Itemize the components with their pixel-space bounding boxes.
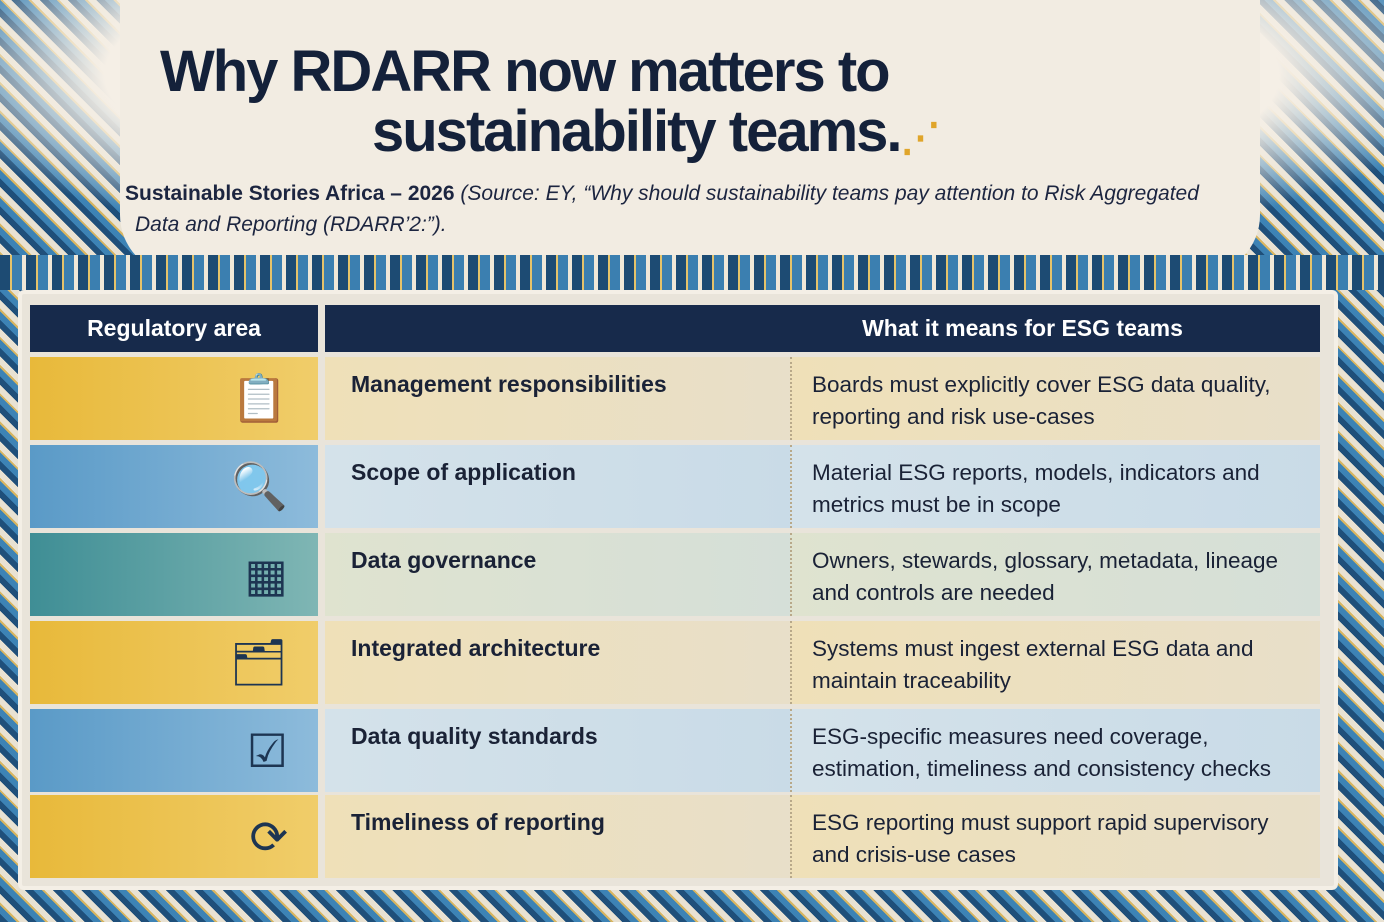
esg-meaning-cell: Material ESG reports, models, indicators… — [792, 445, 1320, 528]
table-row: 📋 Management responsibilities Boards mus… — [30, 357, 1320, 440]
table-row: 🔍 Scope of application Material ESG repo… — [30, 445, 1320, 528]
data-blocks-icon: ▦ — [30, 533, 318, 616]
header-regulatory-area: Regulatory area — [30, 305, 318, 352]
title-line-2: sustainability teams. — [372, 99, 903, 164]
regulatory-area-cell: Scope of application — [325, 445, 792, 528]
esg-meaning-cell: Boards must explicitly cover ESG data qu… — [792, 357, 1320, 440]
esg-meaning-cell: Systems must ingest external ESG data an… — [792, 621, 1320, 704]
regulatory-area-cell: Management responsibilities — [325, 357, 792, 440]
checklist-magnifier-check-icon: ☑ — [30, 709, 318, 792]
page-title: Why RDARR now matters to sustainability … — [160, 39, 941, 168]
regulatory-area-cell: Timeliness of reporting — [325, 795, 792, 878]
table-row: 🗂 Integrated architecture Systems must i… — [30, 621, 1320, 704]
regulatory-area-cell: Data quality standards — [325, 709, 792, 792]
clock-arrow-icon: ⟳ — [30, 795, 318, 878]
decorative-band — [0, 255, 1384, 290]
regulatory-area-cell: Data governance — [325, 533, 792, 616]
title-line-1: Why RDARR now matters to — [160, 39, 891, 104]
sparkle-icon: ⋰ — [900, 116, 941, 160]
table-row: ▦ Data governance Owners, stewards, glos… — [30, 533, 1320, 616]
table-row: ☑ Data quality standards ESG-specific me… — [30, 709, 1320, 792]
clipboard-shield-check-icon: 📋 — [30, 357, 318, 440]
esg-meaning-cell: ESG reporting must support rapid supervi… — [792, 795, 1320, 878]
subtitle-org: Sustainable Stories Africa – 2026 — [125, 182, 455, 205]
esg-meaning-cell: Owners, stewards, glossary, metadata, li… — [792, 533, 1320, 616]
table-row: ⟳ Timeliness of reporting ESG reporting … — [30, 795, 1320, 878]
subtitle-source-cont: Data and Reporting (RDARR’2:”). — [135, 213, 447, 236]
esg-meaning-cell: ESG-specific measures need coverage, est… — [792, 709, 1320, 792]
esg-magnifier-icon: 🔍 — [30, 445, 318, 528]
header-esg-meaning: What it means for ESG teams — [325, 305, 1320, 352]
architecture-documents-icon: 🗂 — [30, 621, 318, 704]
subtitle: Sustainable Stories Africa – 2026 (Sourc… — [125, 178, 1295, 240]
paper-background-center — [120, 0, 1260, 275]
regulatory-area-cell: Integrated architecture — [325, 621, 792, 704]
subtitle-source: (Source: EY, “Why should sustainability … — [460, 182, 1199, 205]
